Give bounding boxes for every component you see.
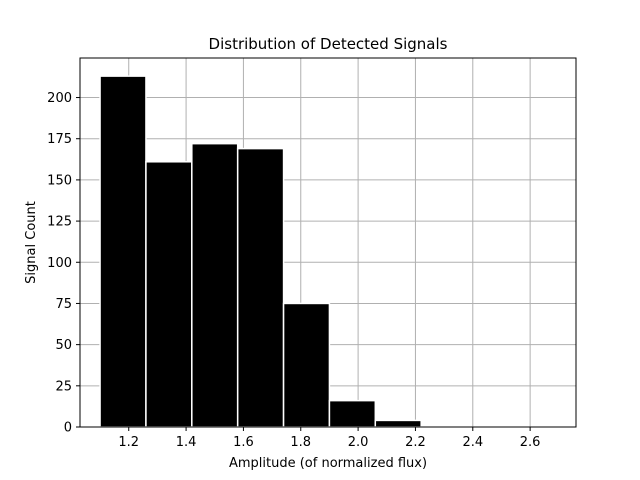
x-tick-label-6: 2.4 [462, 435, 483, 450]
x-tick-label-2: 1.6 [233, 435, 254, 450]
bars [99, 75, 422, 428]
y-tick-label-2: 50 [55, 338, 72, 353]
x-tick-label-5: 2.2 [405, 435, 426, 450]
x-tick-label-1: 1.4 [176, 435, 197, 450]
x-axis-ticks: 1.2 1.4 1.6 1.8 2.0 2.2 2.4 2.6 [118, 427, 540, 450]
chart-title: Distribution of Detected Signals [209, 35, 448, 53]
y-axis-ticks: 0 25 50 75 100 125 150 175 200 [47, 91, 80, 436]
x-tick-label-0: 1.2 [118, 435, 139, 450]
x-axis-label: Amplitude (of normalized flux) [229, 456, 427, 471]
y-tick-label-0: 0 [64, 421, 72, 436]
x-tick-label-7: 2.6 [520, 435, 541, 450]
y-tick-label-1: 25 [55, 379, 72, 394]
y-tick-label-4: 100 [47, 256, 72, 271]
axes-frame [79, 57, 577, 428]
y-axis-label: Signal Count [24, 201, 39, 284]
histogram-bar-3 [236, 147, 285, 428]
y-tick-label-6: 150 [47, 173, 72, 188]
x-tick-label-3: 1.8 [290, 435, 311, 450]
histogram-bar-0 [99, 75, 147, 428]
histogram-bar-2 [191, 142, 239, 428]
y-tick-label-5: 125 [47, 215, 72, 230]
histogram-bar-5 [328, 399, 377, 428]
y-tick-label-3: 75 [55, 297, 72, 312]
y-tick-label-8: 200 [47, 91, 72, 106]
histogram-bar-6 [374, 419, 422, 428]
x-tick-label-4: 2.0 [348, 435, 369, 450]
y-tick-label-7: 175 [47, 132, 72, 147]
histogram-bar-1 [145, 161, 193, 428]
histogram-bar-4 [282, 302, 331, 428]
